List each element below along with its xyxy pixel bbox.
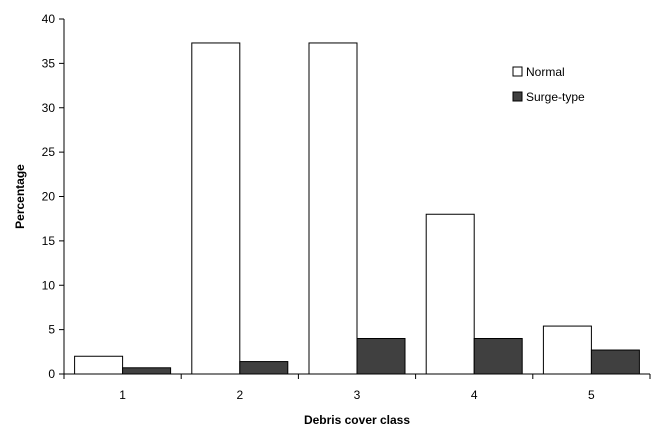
bar-surge-type-class-5 (590, 349, 640, 375)
y-tick-label-35: 35 (42, 56, 56, 70)
bar-normal-class-4 (425, 213, 475, 375)
bar-normal-class-5 (542, 325, 592, 375)
y-tick-label-15: 15 (42, 234, 56, 248)
y-tick-label-25: 25 (42, 145, 56, 159)
x-tick-label-2: 2 (236, 388, 243, 402)
y-tick-label-30: 30 (42, 101, 56, 115)
legend-swatch-surge-type (512, 91, 523, 102)
y-tick-label-0: 0 (48, 367, 55, 381)
y-ticks: 0 5 10 15 20 25 30 35 40 (42, 12, 64, 381)
bar-surge-type-class-3 (356, 338, 406, 375)
y-tick-label-40: 40 (42, 12, 56, 26)
bar-surge-type-class-2 (239, 361, 289, 375)
legend-label-surge-type: Surge-type (526, 90, 585, 104)
bars (74, 42, 640, 375)
bar-surge-type-class-4 (473, 338, 523, 375)
legend: Normal Surge-type (512, 65, 585, 104)
bar-normal-class-3 (308, 42, 358, 375)
bar-normal-class-1 (74, 355, 124, 375)
x-axis-title: Debris cover class (304, 413, 410, 427)
x-tick-label-3: 3 (354, 388, 361, 402)
legend-swatch-normal (512, 66, 523, 77)
y-tick-label-10: 10 (42, 278, 56, 292)
bar-surge-type-class-1 (122, 367, 172, 375)
y-axis-title: Percentage (13, 164, 27, 229)
legend-label-normal: Normal (526, 65, 565, 79)
x-ticks: 1 2 3 4 5 (63, 374, 651, 402)
bar-normal-class-2 (191, 42, 241, 375)
x-tick-label-1: 1 (119, 388, 126, 402)
x-tick-label-5: 5 (588, 388, 595, 402)
x-tick-label-4: 4 (471, 388, 478, 402)
y-tick-label-5: 5 (48, 323, 55, 337)
y-tick-label-20: 20 (42, 190, 56, 204)
